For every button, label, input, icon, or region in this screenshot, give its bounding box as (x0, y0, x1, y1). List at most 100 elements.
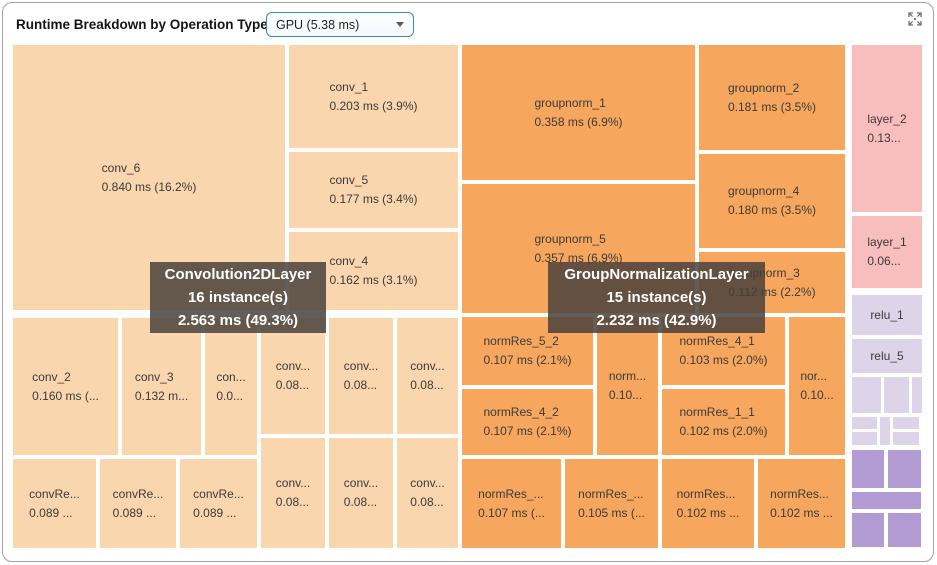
group-time: 2.232 ms (42.9%) (596, 312, 717, 329)
treemap-tile-unlabeled[interactable] (912, 377, 922, 413)
tile-label: groupnorm_1 (534, 95, 606, 110)
tile-value: 0.357 ms (6.9%) (534, 250, 623, 265)
treemap-tile-unlabeled[interactable] (884, 377, 909, 413)
tile-label: conv_2 (32, 369, 71, 384)
tile-label: con... (216, 369, 246, 384)
tile-label: relu_1 (870, 307, 904, 322)
tile-value: 0.840 ms (16.2%) (101, 179, 197, 194)
treemap-tile-normRes[interactable]: normRes... 0.102 ms ... (758, 459, 845, 548)
treemap-tile-groupnorm_2[interactable]: groupnorm_2 0.181 ms (3.5%) (699, 45, 845, 150)
treemap-tile-unlabeled[interactable] (852, 450, 884, 488)
tile-value: 0.203 ms (3.9%) (329, 98, 418, 113)
tile-label: conv_5 (329, 173, 369, 187)
tile-label: conv_1 (329, 79, 369, 94)
tile-label: relu_5 (870, 348, 904, 363)
treemap-tile-normRes[interactable]: normRes_... 0.105 ms (... (565, 459, 658, 548)
tile-value: 0.107 ms (2.1%) (483, 353, 572, 367)
tile-label: norm... (608, 369, 647, 383)
tile-value: 0.103 ms (2.0%) (679, 353, 768, 367)
treemap-tile-normRes_1_1[interactable]: normRes_1_1 0.102 ms (2.0%) (662, 389, 785, 455)
tile-label: normRes_4_1 (679, 334, 755, 348)
treemap-tile-unlabeled[interactable] (852, 492, 921, 509)
treemap-tile-conv-small[interactable]: conv... 0.08... (397, 438, 458, 548)
tile-label: groupnorm_4 (727, 184, 800, 198)
treemap-tile-layer_2[interactable]: layer_2 0.13... (852, 45, 922, 212)
tile-value: 0.089 ... (112, 505, 157, 520)
treemap-tile-groupnorm_4[interactable]: groupnorm_4 0.180 ms (3.5%) (699, 154, 845, 248)
treemap-tile-unlabeled[interactable] (888, 513, 921, 547)
tile-label: conv... (275, 359, 311, 373)
treemap-tile-unlabeled[interactable] (893, 432, 919, 445)
tile-value: 0.107 ms (2.1%) (483, 424, 572, 438)
tile-value: 0.177 ms (3.4%) (329, 192, 418, 206)
group-instances: 15 instance(s) (606, 289, 707, 306)
treemap-tile-unlabeled[interactable] (852, 417, 877, 429)
tile-label: convRe... (29, 486, 80, 501)
treemap-tile-unlabeled[interactable] (852, 432, 877, 445)
treemap-tile-conv_1[interactable]: conv_1 0.203 ms (3.9%) (289, 45, 458, 148)
treemap-tile-conv-small[interactable]: conv... 0.08... (329, 318, 393, 434)
treemap-tile-convRelu[interactable]: convRe... 0.089 ... (100, 459, 176, 548)
group-summary-convolution2dlayer: Convolution2DLayer 16 instance(s) 2.563 … (150, 262, 326, 333)
tile-label: normRes_... (478, 486, 544, 501)
tile-value: 0.160 ms (... (32, 388, 99, 403)
tile-label: conv_3 (134, 369, 174, 384)
expand-icon[interactable] (905, 9, 925, 29)
treemap-tile-relu_5[interactable]: relu_5 (852, 339, 922, 373)
tile-label: normRes... (770, 486, 829, 501)
tile-value: 0.08... (343, 378, 378, 392)
treemap-tile-conv_6[interactable]: conv_6 0.840 ms (16.2%) (13, 45, 285, 310)
tile-label: nor... (800, 369, 827, 383)
group-name: GroupNormalizationLayer (564, 266, 749, 283)
tile-value: 0.105 ms (... (578, 505, 645, 520)
treemap-tile-conv-small[interactable]: conv... 0.08... (261, 438, 325, 548)
tile-label: conv_4 (329, 254, 369, 268)
tile-label: groupnorm_2 (727, 80, 800, 95)
tile-label: convRe... (193, 486, 244, 501)
treemap-tile-convRelu[interactable]: convRe... 0.089 ... (180, 459, 257, 548)
device-dropdown[interactable]: GPU (5.38 ms) (266, 12, 414, 37)
treemap-tile-unlabeled[interactable] (893, 417, 919, 429)
tile-label: conv_6 (101, 160, 141, 175)
tile-label: convRe... (112, 486, 164, 501)
treemap-tile-norm-truncated[interactable]: norm... 0.10... (597, 317, 658, 455)
treemap-tile-convRelu[interactable]: convRe... 0.089 ... (13, 459, 96, 548)
tile-label: layer_1 (867, 235, 907, 249)
treemap-tile-normRes_4_2[interactable]: normRes_4_2 0.107 ms (2.1%) (462, 389, 593, 455)
tile-value: 0.10... (800, 388, 834, 402)
tile-value: 0.358 ms (6.9%) (534, 114, 623, 129)
treemap-tile-relu_1[interactable]: relu_1 (852, 295, 922, 335)
treemap-tile-norm-truncated[interactable]: nor... 0.10... (789, 317, 845, 455)
tile-value: 0.132 m... (134, 388, 189, 403)
treemap-tile-unlabeled[interactable] (852, 513, 884, 547)
treemap-tile-conv-small[interactable]: conv... 0.08... (329, 438, 393, 548)
treemap-tile-groupnorm_1[interactable]: groupnorm_1 0.358 ms (6.9%) (462, 45, 695, 180)
tile-value: 0.08... (410, 378, 444, 392)
treemap-tile-unlabeled[interactable] (880, 417, 890, 445)
treemap-tile-conv_2[interactable]: conv_2 0.160 ms (... (13, 318, 118, 455)
tile-value: 0.162 ms (3.1%) (329, 273, 418, 287)
treemap-tile-normRes[interactable]: normRes_... 0.107 ms (... (462, 459, 561, 548)
tile-label: normRes_... (578, 486, 644, 501)
treemap-tile-conv-small[interactable]: conv... 0.08... (261, 318, 325, 434)
treemap-tile-conv_3[interactable]: conv_3 0.132 m... (122, 318, 201, 455)
tile-value: 0.089 ... (193, 505, 237, 520)
tile-value: 0.180 ms (3.5%) (727, 203, 817, 217)
treemap-tile-layer_1[interactable]: layer_1 0.06... (852, 216, 922, 288)
tile-value: 0.107 ms (... (478, 505, 545, 520)
chevron-down-icon (396, 22, 404, 27)
tile-value: 0.08... (410, 495, 444, 509)
panel-title: Runtime Breakdown by Operation Type (16, 17, 268, 32)
treemap-tile-unlabeled[interactable] (852, 377, 881, 413)
tile-value: 0.08... (275, 378, 310, 392)
treemap-tile-unlabeled[interactable] (888, 450, 921, 488)
treemap-tile-conv_5[interactable]: conv_5 0.177 ms (3.4%) (289, 152, 458, 228)
tile-value: 0.089 ... (29, 505, 73, 520)
tile-label: conv... (410, 359, 445, 373)
group-time: 2.563 ms (49.3%) (177, 312, 299, 329)
treemap-tile-conv-small[interactable]: conv... 0.08... (397, 318, 458, 434)
treemap-tile-conv-truncated[interactable]: con... 0.0... (205, 318, 257, 455)
treemap-tile-normRes[interactable]: normRes... 0.102 ms ... (662, 459, 754, 548)
treemap-tile-normRes_5_2[interactable]: normRes_5_2 0.107 ms (2.1%) (462, 317, 593, 385)
